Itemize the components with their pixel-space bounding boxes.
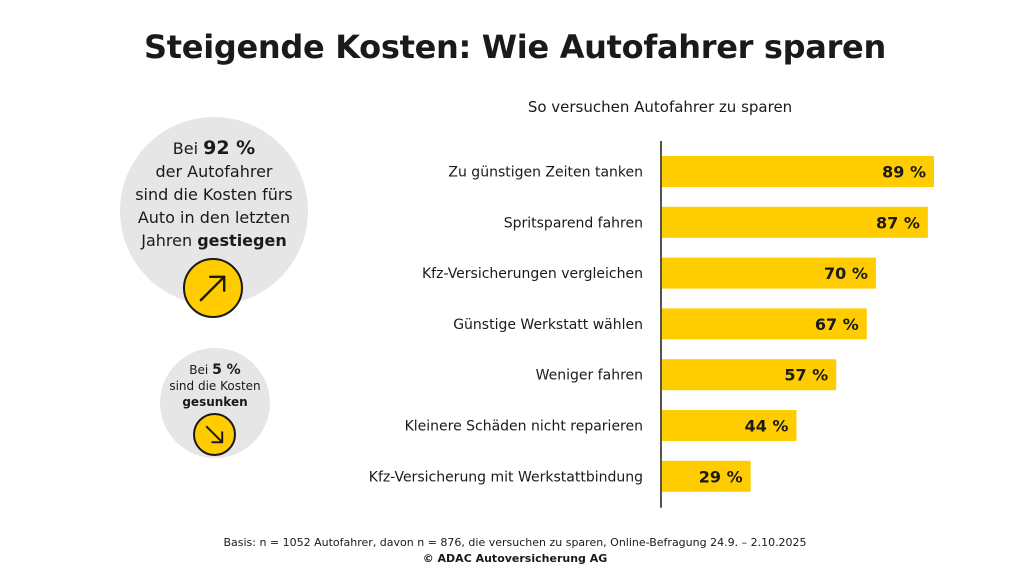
value-label: 89 %: [882, 163, 926, 182]
arrow-up-right-icon: [183, 258, 243, 318]
category-label: Kfz-Versicherungen vergleichen: [422, 266, 643, 282]
value-label: 87 %: [876, 213, 920, 232]
value-label: 57 %: [784, 366, 828, 385]
footnote-basis: Basis: n = 1052 Autofahrer, davon n = 87…: [223, 536, 807, 549]
arrow-down-right-icon: [193, 413, 236, 456]
increase-keyword: gestiegen: [197, 231, 287, 250]
value-label: 44 %: [745, 417, 789, 436]
value-label: 70 %: [824, 264, 868, 283]
value-label: 29 %: [699, 467, 743, 486]
increase-prefix: Bei: [172, 139, 199, 158]
bar: [662, 257, 876, 289]
chart-subtitle: So versuchen Autofahrer zu sparen: [527, 98, 793, 116]
category-label: Günstige Werkstatt wählen: [453, 317, 643, 333]
value-label: 67 %: [815, 315, 859, 334]
category-label: Kleinere Schäden nicht reparieren: [405, 419, 643, 435]
increase-percent: 92 %: [203, 137, 256, 159]
category-label: Spritsparend fahren: [504, 215, 643, 231]
increase-line5: Jahren: [141, 231, 193, 250]
footnote: Basis: n = 1052 Autofahrer, davon n = 87…: [0, 535, 1030, 567]
category-label: Kfz-Versicherung mit Werkstattbindung: [369, 469, 643, 485]
increase-line2: der Autofahrer: [155, 162, 273, 181]
bar: [662, 460, 751, 492]
bar: [662, 206, 928, 238]
decrease-info-text: Bei 5 % sind die Kosten gesunken: [160, 362, 270, 410]
category-label: Weniger fahren: [536, 368, 643, 384]
decrease-percent: 5 %: [212, 362, 241, 378]
category-label: Zu günstigen Zeiten tanken: [448, 165, 643, 181]
chart-title: Steigende Kosten: Wie Autofahrer sparen: [144, 28, 886, 66]
bar: [662, 410, 797, 441]
decrease-keyword: gesunken: [182, 395, 248, 409]
increase-line3: sind die Kosten fürs: [135, 185, 293, 204]
bar: [662, 308, 867, 340]
decrease-line2: sind die Kosten: [169, 379, 261, 393]
increase-info-text: Bei 92 % der Autofahrer sind die Kosten …: [120, 137, 308, 252]
bar: [662, 359, 837, 391]
increase-line4: Auto in den letzten: [137, 208, 291, 227]
increase-info-circle: Bei 92 % der Autofahrer sind die Kosten …: [120, 117, 308, 318]
decrease-prefix: Bei: [189, 363, 209, 377]
footnote-copyright: © ADAC Autoversicherung AG: [422, 552, 608, 565]
bar: [662, 156, 934, 187]
decrease-info-circle: Bei 5 % sind die Kosten gesunken: [160, 348, 270, 458]
